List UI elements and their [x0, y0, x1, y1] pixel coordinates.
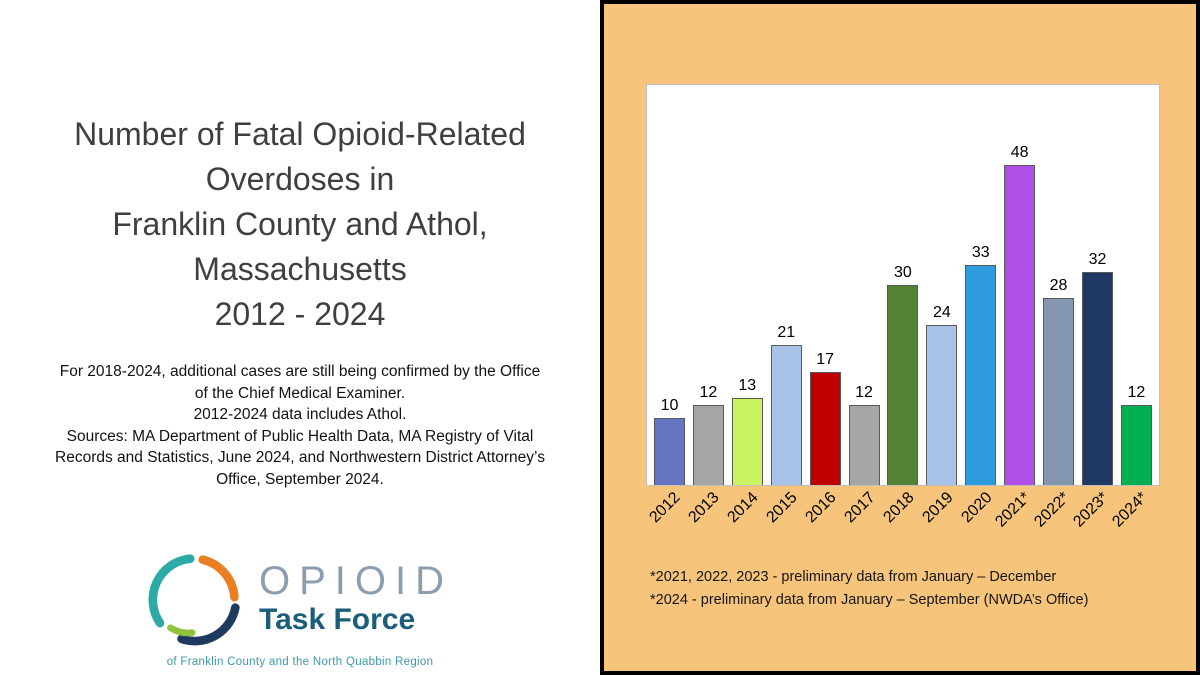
bar-value-label: 24	[932, 304, 951, 321]
bar-column: 17 2016	[802, 85, 841, 526]
logo-subtitle: Task Force	[258, 603, 416, 637]
bar-value-label: 12	[855, 384, 873, 401]
bar-columns: 10 2012 12 2013 13 2014 21 2015 17 2016 12 2017 30 20…	[647, 85, 1152, 531]
x-tick-label: 2018	[880, 489, 918, 527]
swirl-ring-icon	[148, 553, 240, 645]
bar	[731, 398, 763, 485]
bar-value-label: 13	[738, 377, 757, 394]
bar	[809, 372, 841, 485]
bar-column: 12 2013	[686, 85, 724, 526]
x-tick-label: 2017	[841, 489, 879, 527]
bar-value-label: 32	[1088, 251, 1107, 268]
bar-value-label: 21	[777, 324, 796, 341]
bar	[1043, 298, 1075, 485]
x-tick-label: 2014	[724, 489, 762, 527]
bar	[848, 405, 880, 485]
chart-footnotes: *2021, 2022, 2023 - preliminary data fro…	[650, 566, 1088, 612]
bar-value-label: 10	[660, 397, 679, 414]
bar-column: 48 2021*	[993, 85, 1036, 531]
logo-wordmark: OPIOID	[258, 559, 454, 604]
page-title: Number of Fatal Opioid-Related Overdoses…	[74, 112, 526, 337]
bar-value-label: 48	[1010, 144, 1029, 161]
bar-value-label: 17	[816, 351, 835, 368]
bar	[1004, 165, 1036, 485]
bar	[1120, 405, 1152, 485]
bar-column: 32 2023*	[1070, 85, 1113, 531]
footnote-2: *2024 - preliminary data from January – …	[650, 592, 1089, 608]
title-line-2: Overdoses in	[205, 161, 395, 197]
x-tick-label: 2022*	[1031, 489, 1074, 531]
bar	[887, 285, 919, 485]
bar-column: 10 2012	[647, 85, 685, 526]
opioid-task-force-logo: OPIOID Task Force of Franklin County and…	[147, 552, 453, 668]
chart-panel: 10 2012 12 2013 13 2014 21 2015 17 2016 12 2017 30 20…	[600, 0, 1200, 675]
left-panel: Number of Fatal Opioid-Related Overdoses…	[55, 112, 545, 668]
title-line-5: 2012 - 2024	[214, 296, 386, 332]
x-tick-label: 2016	[802, 489, 840, 527]
bar-column: 24 2019	[919, 85, 958, 526]
bar	[770, 345, 802, 485]
x-tick-label: 2021*	[992, 489, 1035, 531]
bar-value-label: 30	[894, 264, 912, 281]
ring-arc-teal	[148, 553, 195, 627]
ring-arc-orange	[198, 554, 239, 601]
logo-tagline: of Franklin County and the North Quabbin…	[166, 655, 434, 668]
logo-text: OPIOID Task Force	[259, 561, 453, 638]
bar	[1081, 272, 1113, 485]
bar-value-label: 33	[971, 244, 990, 261]
bar-column: 12 2024*	[1109, 85, 1152, 531]
bar-column: 12 2017	[841, 85, 880, 526]
x-tick-label: 2012	[646, 489, 685, 527]
title-line-1: Number of Fatal Opioid-Related	[74, 116, 526, 152]
bar	[692, 405, 724, 485]
x-tick-label: 2020	[958, 489, 996, 527]
ring-arc-navy	[177, 602, 240, 645]
footnote-1: *2021, 2022, 2023 - preliminary data fro…	[650, 569, 1057, 585]
bar	[926, 325, 958, 485]
title-line-4: Massachusetts	[193, 251, 407, 287]
bar-column: 28 2022*	[1031, 85, 1075, 531]
x-tick-label: 2019	[919, 489, 957, 527]
ring-arc-green	[167, 623, 196, 636]
bar-value-label: 12	[1127, 384, 1146, 401]
bar-column: 21 2015	[764, 85, 802, 526]
bar-column: 30 2018	[880, 85, 919, 526]
bar-chart: 10 2012 12 2013 13 2014 21 2015 17 2016 12 2017 30 20…	[646, 84, 1160, 531]
logo-row: OPIOID Task Force	[147, 552, 453, 648]
x-tick-label: 2015	[763, 489, 801, 527]
x-tick-label: 2024*	[1109, 489, 1151, 531]
x-tick-label: 2023*	[1070, 489, 1112, 531]
bar-value-label: 28	[1049, 277, 1068, 294]
x-tick-label: 2013	[685, 489, 723, 527]
bar-value-label: 12	[699, 384, 718, 401]
title-line-3: Franklin County and Athol,	[112, 206, 488, 242]
bar-column: 33 2020	[958, 85, 997, 526]
bar-column: 13 2014	[725, 85, 763, 526]
bar	[654, 418, 685, 485]
bar	[965, 265, 997, 485]
data-notes: For 2018-2024, additional cases are stil…	[55, 363, 545, 488]
